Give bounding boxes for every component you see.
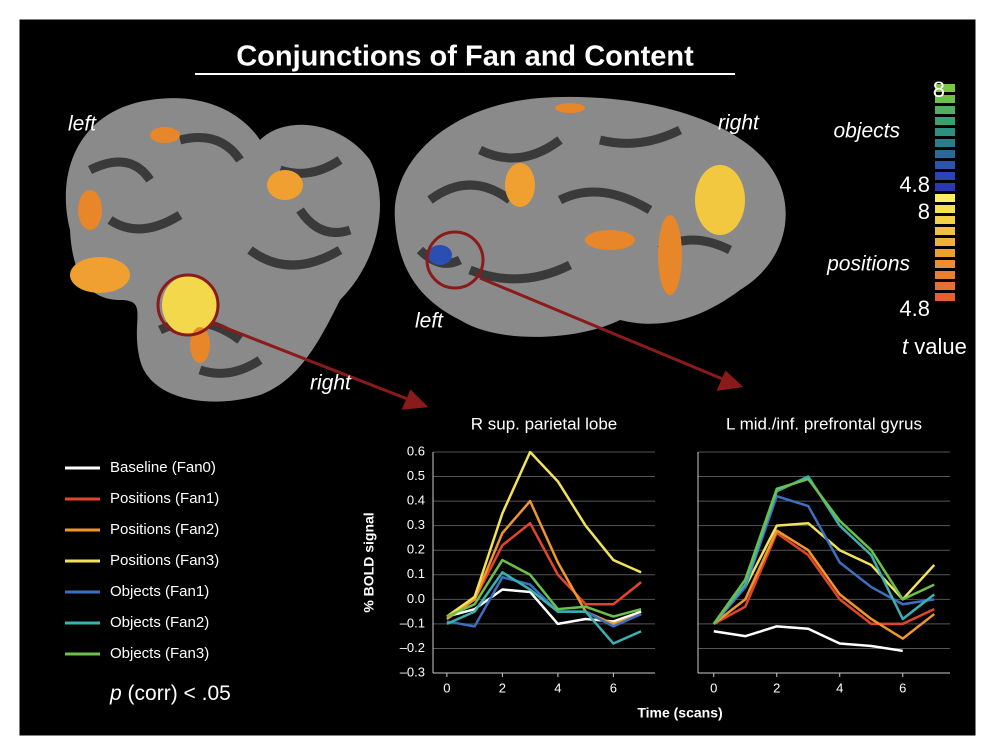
legend-label: Baseline (Fan0) xyxy=(110,459,216,476)
t-symbol: t xyxy=(902,334,909,359)
x-tick-label: 0 xyxy=(710,680,717,695)
p-symbol: p xyxy=(109,682,122,705)
series-line xyxy=(446,571,642,645)
legend-label: Positions (Fan3) xyxy=(110,552,219,569)
brain-label: right xyxy=(310,372,352,395)
brain-label: right xyxy=(718,112,760,135)
y-tick-label: –0.2 xyxy=(400,640,425,655)
p-text: (corr) < .05 xyxy=(128,682,231,705)
series-line xyxy=(713,625,903,653)
colorbar-step xyxy=(935,139,955,147)
y-tick-label: 0.2 xyxy=(407,542,425,557)
y-tick-label: 0.1 xyxy=(407,566,425,581)
x-tick-label: 2 xyxy=(773,680,780,695)
legend-label: Objects (Fan2) xyxy=(110,614,209,631)
colorbar-step xyxy=(935,216,955,224)
colorbar-label: 8 xyxy=(918,199,930,224)
colorbar-step xyxy=(935,260,955,268)
figure-title: Conjunctions of Fan and Content xyxy=(236,41,694,73)
colorbar-step xyxy=(935,194,955,202)
colorbar-title: t value xyxy=(902,334,967,359)
legend-label: Objects (Fan1) xyxy=(110,583,209,600)
colorbar xyxy=(935,84,955,301)
series-line xyxy=(446,450,642,618)
series-line xyxy=(446,558,642,618)
x-tick-label: 4 xyxy=(554,680,561,695)
x-axis-label: Time (scans) xyxy=(637,705,722,721)
y-tick-label: –0.3 xyxy=(400,664,425,679)
colorbar-label: 8 xyxy=(933,77,945,102)
colorbar-step xyxy=(935,293,955,301)
significance: p (corr) < .05 xyxy=(109,682,231,705)
colorbar-step xyxy=(935,238,955,246)
y-tick-label: 0.5 xyxy=(407,468,425,483)
chart-title: R sup. parietal lobe xyxy=(471,414,617,433)
colorbar-label: positions xyxy=(826,253,910,276)
series-line xyxy=(446,499,642,626)
colorbar-step xyxy=(935,128,955,136)
colorbar-step xyxy=(935,271,955,279)
y-tick-label: 0.6 xyxy=(407,443,425,458)
colorbar-step xyxy=(935,84,955,92)
x-tick-label: 6 xyxy=(610,680,617,695)
x-tick-label: 0 xyxy=(443,680,450,695)
x-tick-label: 6 xyxy=(899,680,906,695)
colorbar-step xyxy=(935,161,955,169)
legend-label: Positions (Fan2) xyxy=(110,521,219,538)
t-text: value xyxy=(914,334,967,359)
x-tick-label: 2 xyxy=(499,680,506,695)
legend-label: Objects (Fan3) xyxy=(110,645,209,662)
colorbar-step xyxy=(935,249,955,257)
colorbar-label: 4.8 xyxy=(899,296,930,321)
colorbar-label: 4.8 xyxy=(899,172,930,197)
arrows xyxy=(212,276,744,410)
colorbar-step xyxy=(935,183,955,191)
series-line xyxy=(713,531,935,626)
brain-right xyxy=(394,96,786,337)
brain-left xyxy=(65,98,380,402)
colorbar-step xyxy=(935,117,955,125)
series-line xyxy=(712,477,935,625)
y-tick-label: 0.3 xyxy=(407,517,425,532)
legend-label: Positions (Fan1) xyxy=(110,490,219,507)
colorbar-step xyxy=(935,227,955,235)
series-line xyxy=(446,575,642,628)
chart-title: L mid./inf. prefrontal gyrus xyxy=(726,414,922,433)
brain-label: left xyxy=(415,310,444,333)
colorbar-step xyxy=(935,172,955,180)
colorbar-step xyxy=(935,106,955,114)
colorbar-step xyxy=(935,95,955,103)
series-line xyxy=(712,529,936,640)
y-tick-label: 0.0 xyxy=(407,591,425,606)
y-tick-label: 0.4 xyxy=(407,493,425,508)
colorbar-step xyxy=(935,282,955,290)
y-axis-label: % BOLD signal xyxy=(361,512,377,612)
colorbar-step xyxy=(935,205,955,213)
brain-label: left xyxy=(68,113,97,136)
x-tick-label: 4 xyxy=(836,680,843,695)
colorbar-step xyxy=(935,150,955,158)
colorbar-label: objects xyxy=(833,120,900,143)
y-tick-label: –0.1 xyxy=(400,615,425,630)
